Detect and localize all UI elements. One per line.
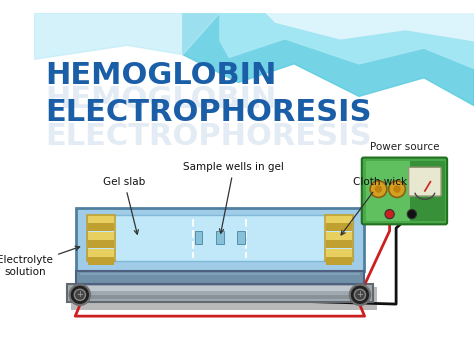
Bar [326, 224, 352, 231]
Bar [76, 271, 364, 284]
Circle shape [385, 209, 394, 219]
Bar [88, 240, 114, 248]
Bar [88, 257, 114, 265]
Circle shape [370, 181, 387, 197]
Bar [76, 208, 364, 271]
Circle shape [74, 289, 85, 300]
Circle shape [389, 181, 405, 197]
Circle shape [70, 285, 90, 305]
Bar [72, 286, 368, 291]
Text: Power source: Power source [370, 142, 439, 152]
Circle shape [350, 285, 370, 305]
Text: +: + [76, 290, 83, 299]
Polygon shape [220, 13, 474, 69]
Circle shape [393, 185, 401, 193]
Bar [325, 215, 353, 261]
Text: ELECTROPHORESIS: ELECTROPHORESIS [46, 122, 372, 151]
Bar [88, 224, 114, 231]
Circle shape [375, 185, 382, 193]
Bar [71, 288, 377, 310]
Circle shape [407, 209, 417, 219]
Bar [80, 273, 360, 275]
Bar [237, 231, 245, 244]
FancyBboxPatch shape [362, 158, 447, 224]
Text: Electrolyte
solution: Electrolyte solution [0, 246, 80, 277]
Bar [67, 284, 373, 302]
Bar [326, 257, 352, 265]
Text: HEMOGLOBIN: HEMOGLOBIN [46, 85, 277, 114]
Text: Cloth wick: Cloth wick [341, 177, 408, 235]
Bar [87, 215, 115, 261]
Bar [88, 232, 114, 240]
Bar [410, 161, 445, 220]
Text: Gel slab: Gel slab [103, 177, 146, 234]
Circle shape [355, 289, 365, 300]
Bar [72, 295, 368, 299]
Bar [326, 232, 352, 240]
Bar [326, 215, 352, 223]
Text: HEMOGLOBIN: HEMOGLOBIN [46, 61, 277, 90]
Bar [88, 215, 114, 223]
Bar [195, 231, 202, 244]
Bar [365, 161, 410, 220]
Polygon shape [183, 13, 474, 106]
Polygon shape [35, 13, 220, 59]
Bar [326, 249, 352, 257]
Text: ELECTROPHORESIS: ELECTROPHORESIS [46, 98, 372, 127]
Bar [326, 240, 352, 248]
Polygon shape [266, 13, 474, 41]
Text: Sample wells in gel: Sample wells in gel [183, 162, 284, 233]
Text: +: + [356, 290, 364, 299]
Bar [216, 231, 224, 244]
Bar [87, 215, 353, 261]
FancyBboxPatch shape [409, 167, 441, 196]
Bar [88, 249, 114, 257]
